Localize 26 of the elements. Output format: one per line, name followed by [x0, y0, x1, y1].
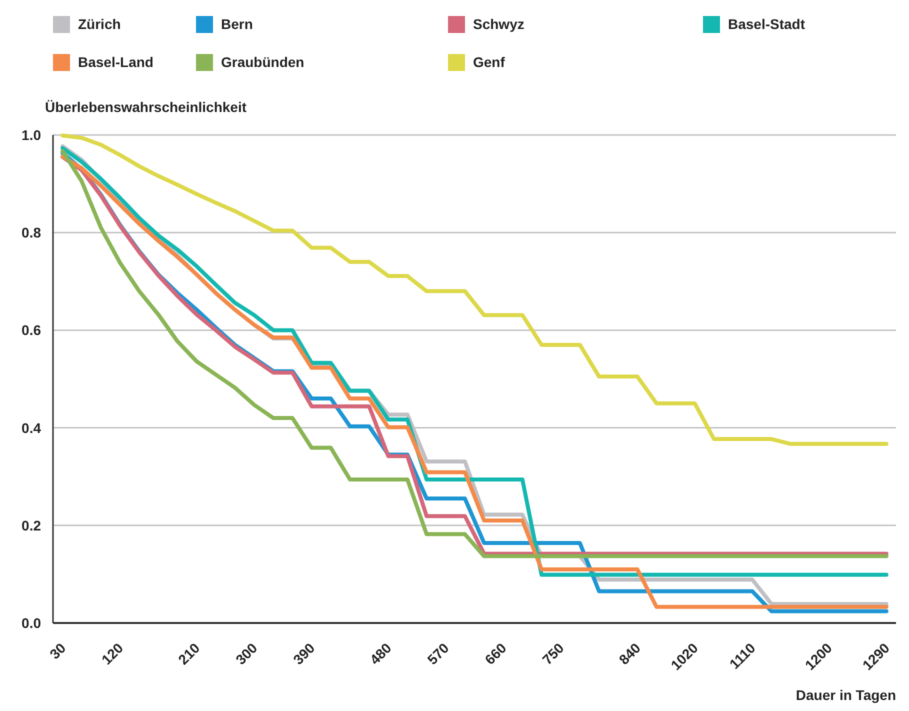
y-tick-label: 0.0	[22, 615, 42, 631]
legend-label: Basel-Land	[78, 54, 154, 70]
legend-label: Genf	[473, 54, 506, 70]
legend-label: Basel-Stadt	[728, 16, 806, 32]
x-tick-label: 210	[174, 640, 203, 668]
y-tick-label: 0.4	[22, 420, 42, 436]
line-series	[60, 133, 888, 446]
legend-label: Schwyz	[473, 16, 524, 32]
y-tick-label: 0.6	[22, 322, 42, 338]
legend-label: Zürich	[78, 16, 121, 32]
x-tick-label: 30	[46, 640, 69, 662]
y-tick-label: 1.0	[22, 127, 42, 143]
y-tick-label: 0.8	[22, 224, 42, 241]
x-tick-label: 480	[366, 640, 395, 668]
legend-label: Graubünden	[221, 54, 304, 70]
x-tick-label: 750	[539, 640, 567, 668]
legend-label: Bern	[221, 16, 253, 32]
x-tick-label: 390	[290, 640, 318, 668]
x-tick-label: 570	[424, 640, 452, 668]
x-tick-label: 840	[616, 640, 644, 668]
x-axis-title: Dauer in Tagen	[796, 687, 896, 703]
x-tick-label: 660	[482, 640, 510, 668]
y-axis-title: Überlebenswahrscheinlichkeit	[45, 99, 247, 115]
x-tick-label: 120	[98, 640, 126, 668]
y-tick-label: 0.2	[22, 517, 42, 534]
x-tick-label: 300	[232, 640, 260, 668]
